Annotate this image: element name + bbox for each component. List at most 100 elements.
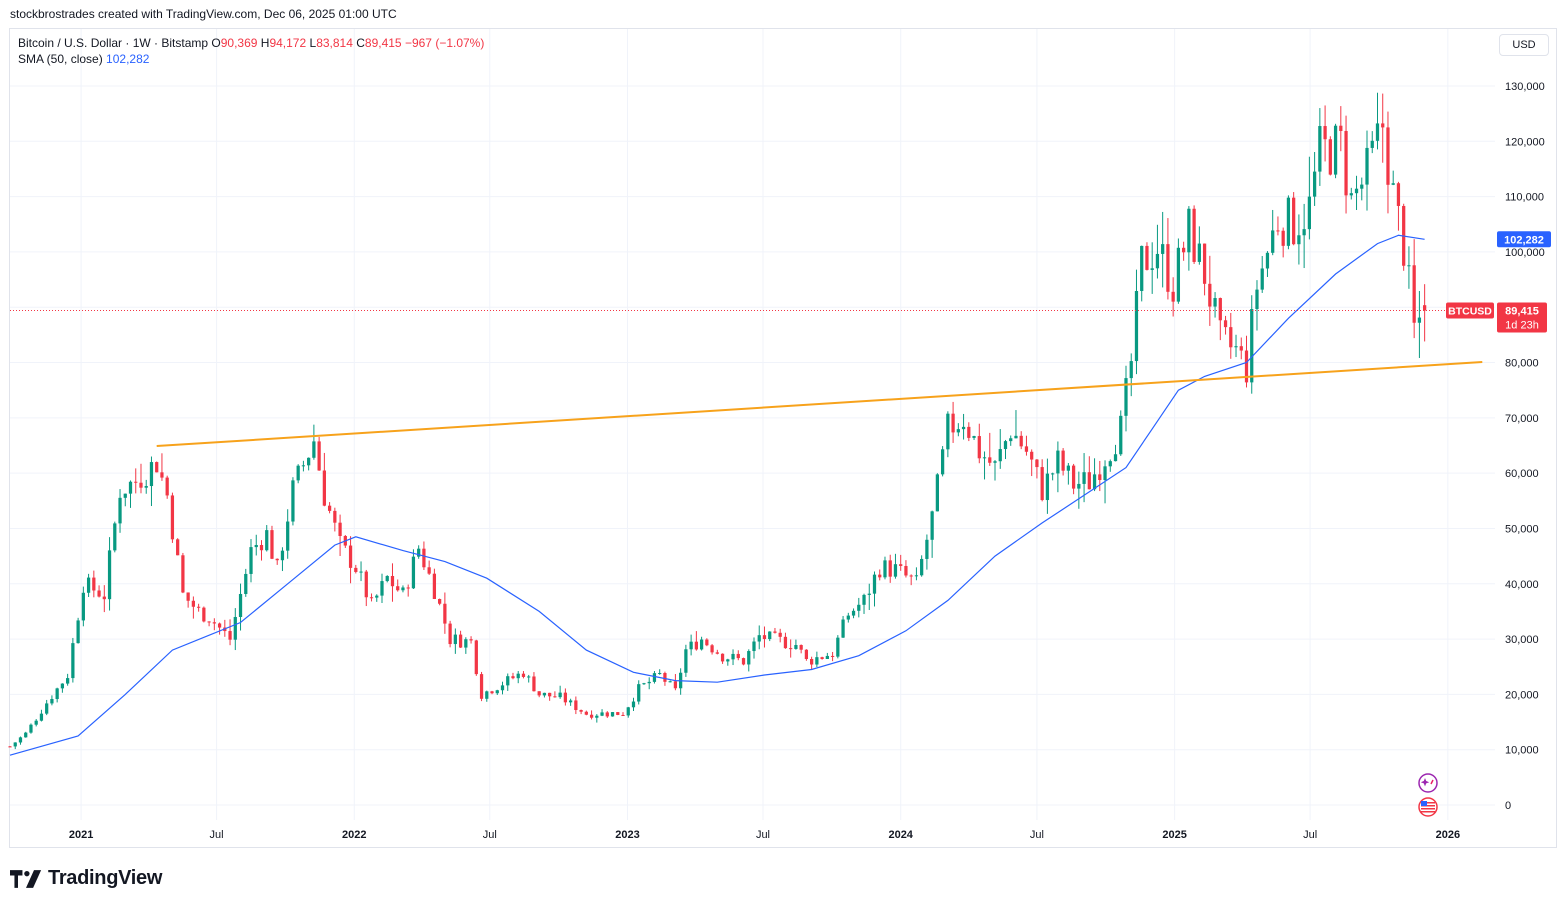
candle[interactable] <box>1255 280 1259 331</box>
candle[interactable] <box>668 680 672 683</box>
candle[interactable] <box>8 746 12 748</box>
candle[interactable] <box>1307 156 1311 240</box>
candle[interactable] <box>893 553 898 579</box>
candle[interactable] <box>1354 175 1359 211</box>
candle[interactable] <box>1381 93 1385 163</box>
candle[interactable] <box>1161 211 1165 288</box>
candle[interactable] <box>715 649 719 655</box>
candle[interactable] <box>888 554 892 583</box>
candle[interactable] <box>836 635 840 659</box>
candle[interactable] <box>726 658 730 666</box>
candle[interactable] <box>134 468 138 494</box>
candle[interactable] <box>899 554 903 571</box>
candle[interactable] <box>1009 435 1013 446</box>
candle[interactable] <box>97 585 101 598</box>
candle[interactable] <box>102 585 106 613</box>
candle[interactable] <box>1019 431 1023 450</box>
candle[interactable] <box>1040 459 1044 502</box>
candle[interactable] <box>500 681 505 695</box>
candle[interactable] <box>86 573 91 598</box>
candlestick-series[interactable] <box>8 92 1427 750</box>
candle[interactable] <box>479 671 484 702</box>
candle[interactable] <box>495 689 499 696</box>
candle[interactable] <box>1223 315 1228 335</box>
candle[interactable] <box>757 625 761 650</box>
candle[interactable] <box>658 669 662 675</box>
candle[interactable] <box>773 627 777 634</box>
candle[interactable] <box>385 575 389 583</box>
candle[interactable] <box>1087 456 1091 490</box>
candle[interactable] <box>1349 187 1353 200</box>
candle[interactable] <box>1402 203 1406 271</box>
candle[interactable] <box>909 574 913 586</box>
candle[interactable] <box>474 639 478 676</box>
candle[interactable] <box>29 723 33 734</box>
candle[interactable] <box>1182 241 1186 261</box>
candle[interactable] <box>233 608 237 651</box>
candle[interactable] <box>563 688 568 706</box>
candle[interactable] <box>249 539 253 583</box>
candle[interactable] <box>291 477 295 526</box>
candle[interactable] <box>710 644 714 655</box>
candle[interactable] <box>1365 130 1369 211</box>
candle[interactable] <box>699 636 704 651</box>
candle[interactable] <box>1124 365 1128 432</box>
candle[interactable] <box>930 510 934 558</box>
candle[interactable] <box>815 651 819 668</box>
candle[interactable] <box>34 719 38 727</box>
candle[interactable] <box>1302 203 1306 269</box>
candle[interactable] <box>1082 453 1086 503</box>
candle[interactable] <box>862 593 866 614</box>
candle[interactable] <box>647 677 651 690</box>
candle[interactable] <box>181 552 185 594</box>
candle[interactable] <box>810 656 814 670</box>
candle[interactable] <box>506 673 510 691</box>
candle[interactable] <box>411 549 416 590</box>
candle[interactable] <box>574 696 578 715</box>
candle[interactable] <box>312 424 316 460</box>
candle[interactable] <box>123 493 127 507</box>
us-flag-event-icon[interactable] <box>1418 797 1438 817</box>
candle[interactable] <box>1150 242 1154 294</box>
candle[interactable] <box>652 670 657 684</box>
candle[interactable] <box>1423 284 1427 342</box>
candle[interactable] <box>762 626 767 648</box>
candle[interactable] <box>417 545 421 559</box>
candle[interactable] <box>348 536 353 584</box>
sma-price-label[interactable]: 102,282 <box>1497 231 1551 248</box>
candle[interactable] <box>212 618 216 631</box>
candle[interactable] <box>1386 111 1390 214</box>
candle[interactable] <box>1234 334 1238 358</box>
candle[interactable] <box>317 436 321 471</box>
candle[interactable] <box>610 712 615 717</box>
candle[interactable] <box>107 537 112 611</box>
candle[interactable] <box>694 631 698 651</box>
candle[interactable] <box>354 564 358 574</box>
currency-button[interactable]: USD <box>1499 34 1549 56</box>
candle[interactable] <box>118 489 122 533</box>
candle[interactable] <box>364 569 368 607</box>
candle[interactable] <box>956 423 960 437</box>
candle[interactable] <box>1140 245 1144 302</box>
candle[interactable] <box>511 672 515 680</box>
candle[interactable] <box>327 502 332 514</box>
candle[interactable] <box>689 634 693 656</box>
candle[interactable] <box>558 685 562 699</box>
candle[interactable] <box>1071 463 1076 495</box>
candle[interactable] <box>396 579 400 592</box>
candle[interactable] <box>170 492 175 543</box>
candle[interactable] <box>469 636 473 644</box>
symbol-label[interactable]: Bitcoin / U.S. Dollar · 1W · Bitstamp <box>18 36 209 50</box>
candle[interactable] <box>595 714 599 723</box>
candle[interactable] <box>1208 255 1212 326</box>
candle[interactable] <box>589 710 594 720</box>
candle[interactable] <box>521 671 526 679</box>
candle[interactable] <box>1370 131 1374 154</box>
candle[interactable] <box>600 709 604 717</box>
candle[interactable] <box>935 473 940 512</box>
candle[interactable] <box>883 556 887 580</box>
candle[interactable] <box>872 571 877 607</box>
candle[interactable] <box>39 709 44 722</box>
candle[interactable] <box>401 585 405 593</box>
candle[interactable] <box>768 631 772 642</box>
